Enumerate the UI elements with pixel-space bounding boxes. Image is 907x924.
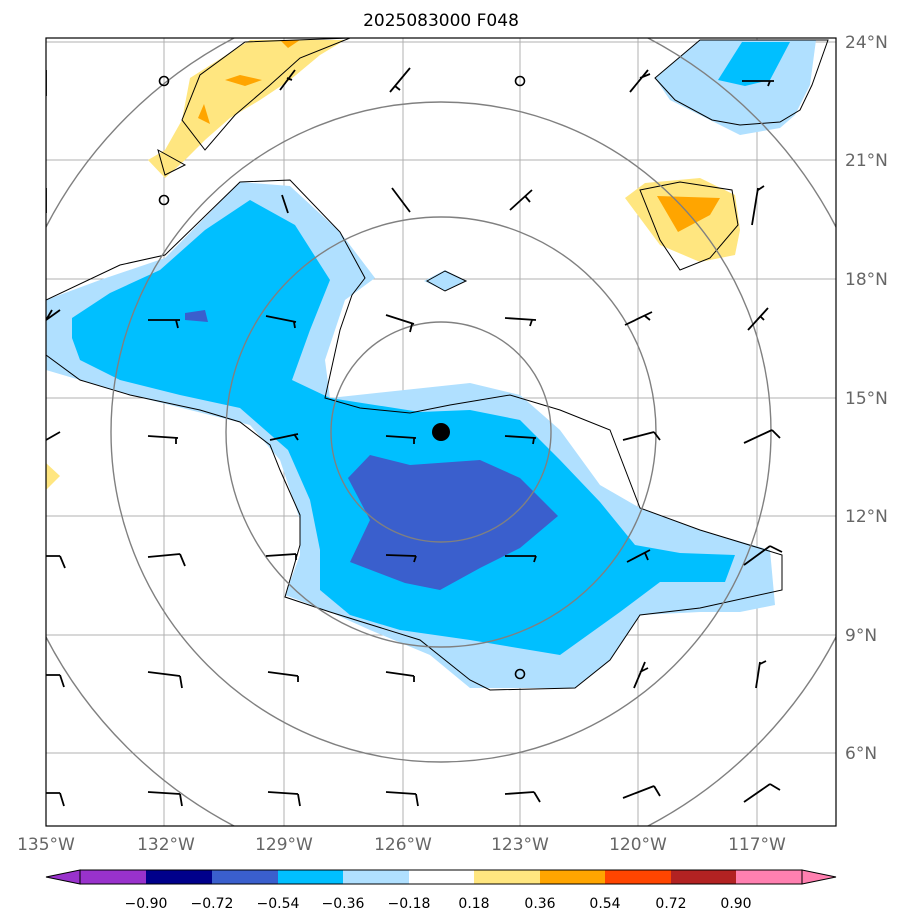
nw-orange-region-3: [280, 40, 300, 48]
figure-title: 2025083000 F048: [363, 11, 519, 31]
colorbar-tick-label: −0.72: [191, 896, 234, 912]
range-rings: [46, 38, 836, 826]
w-edge-yellow-region: [46, 463, 60, 490]
colorbar-bin: [212, 870, 278, 884]
ne-blue-region: [718, 42, 790, 86]
lat-label: 18°N: [845, 270, 888, 290]
colorbar-bin: [278, 870, 343, 884]
wind-barbs: [46, 67, 783, 807]
lat-label: 15°N: [845, 389, 888, 409]
filled-contours: [46, 40, 816, 688]
colorbar-tick-label: 0.54: [589, 896, 620, 912]
lon-label: 135°W: [17, 835, 75, 855]
lon-label: 120°W: [609, 835, 667, 855]
colorbar-high-extension: [801, 869, 837, 885]
colorbar-bin: [409, 870, 474, 884]
colorbar-bin: [736, 870, 802, 884]
plot-frame: [45, 37, 837, 827]
lon-label: 126°W: [374, 835, 432, 855]
colorbar-tick-label: 0.18: [458, 896, 489, 912]
lon-label: 117°W: [728, 835, 786, 855]
colorbar-low-extension: [45, 869, 81, 885]
dark-blue-patch: [185, 310, 208, 322]
colorbar-bin: [343, 870, 409, 884]
colorbar-bin: [671, 870, 736, 884]
storm-center-dot: [432, 423, 450, 441]
lat-label: 12°N: [845, 507, 888, 527]
lon-label: 129°W: [255, 835, 313, 855]
colorbar: −0.90 −0.72 −0.54 −0.36 −0.18 0.18 0.36 …: [45, 869, 837, 912]
colorbar-tick-label: 0.36: [524, 896, 555, 912]
colorbar-tick-label: −0.36: [322, 896, 365, 912]
lon-label: 132°W: [137, 835, 195, 855]
colorbar-tick-label: 0.72: [655, 896, 686, 912]
lat-label: 21°N: [845, 151, 888, 171]
colorbar-bin: [474, 870, 540, 884]
colorbar-bin: [80, 870, 146, 884]
colorbar-bin: [540, 870, 605, 884]
calm-wind-circles: [158, 75, 526, 680]
nw-orange-region-1: [225, 75, 262, 86]
contour-lines: [46, 38, 829, 691]
longitude-labels: 135°W 132°W 129°W 126°W 123°W 120°W 117°…: [17, 835, 786, 855]
blue-region: [72, 200, 735, 655]
colorbar-frame: [79, 869, 803, 885]
lon-label: 123°W: [491, 835, 549, 855]
colorbar-bin: [146, 870, 212, 884]
colorbar-bin: [605, 870, 671, 884]
colorbar-tick-label: 0.90: [720, 896, 751, 912]
lat-label: 6°N: [845, 744, 877, 764]
lat-label: 24°N: [845, 33, 888, 53]
colorbar-tick-label: −0.18: [388, 896, 431, 912]
lat-label: 9°N: [845, 626, 877, 646]
colorbar-tick-label: −0.90: [125, 896, 168, 912]
colorbar-tick-label: −0.54: [257, 896, 300, 912]
nw-yellow-region: [148, 40, 345, 178]
plot-area: [46, 38, 836, 826]
latitude-labels: 24°N 21°N 18°N 15°N 12°N 9°N 6°N: [845, 33, 888, 764]
nw-orange-region-2: [198, 104, 210, 124]
